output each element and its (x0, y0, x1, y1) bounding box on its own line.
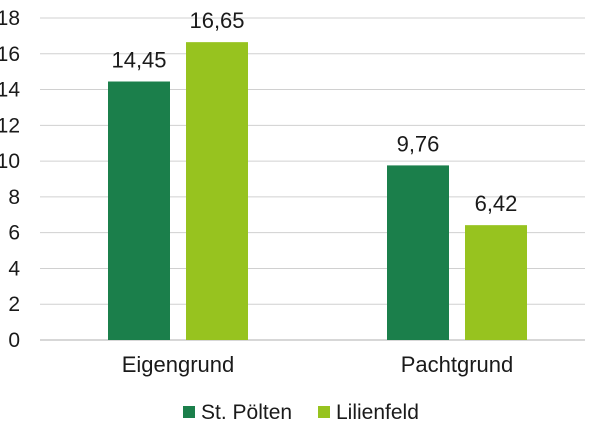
legend: St. Pölten Lilienfeld (183, 401, 419, 424)
y-tick-label: 6 (8, 222, 20, 245)
bar (186, 42, 248, 341)
data-labels: 14,45 16,65 9,76 6,42 (111, 8, 517, 216)
data-label: 14,45 (111, 48, 166, 73)
bar (387, 165, 449, 340)
y-tick-label: 10 (0, 150, 20, 173)
bar (108, 81, 170, 340)
y-tick-label: 12 (0, 114, 20, 137)
legend-swatch (183, 406, 195, 418)
data-label: 9,76 (397, 131, 440, 156)
y-tick-label: 14 (0, 79, 20, 102)
bar (465, 225, 527, 340)
legend-label: Lilienfeld (336, 401, 419, 424)
y-tick-label: 18 (0, 7, 20, 30)
x-category-label: Pachtgrund (401, 352, 514, 377)
y-tick-label: 16 (0, 43, 20, 66)
y-tick-label: 4 (8, 257, 20, 280)
y-axis-ticks: 0 2 4 6 8 10 12 14 16 18 (0, 7, 20, 352)
y-tick-label: 2 (8, 293, 20, 316)
legend-swatch (318, 406, 330, 418)
y-tick-label: 0 (8, 329, 20, 352)
x-axis-categories: Eigengrund Pachtgrund (122, 352, 514, 377)
data-label: 16,65 (189, 8, 244, 33)
legend-label: St. Pölten (201, 401, 292, 424)
y-tick-label: 8 (8, 186, 20, 209)
x-category-label: Eigengrund (122, 352, 235, 377)
bars (108, 42, 527, 341)
data-label: 6,42 (475, 191, 518, 216)
